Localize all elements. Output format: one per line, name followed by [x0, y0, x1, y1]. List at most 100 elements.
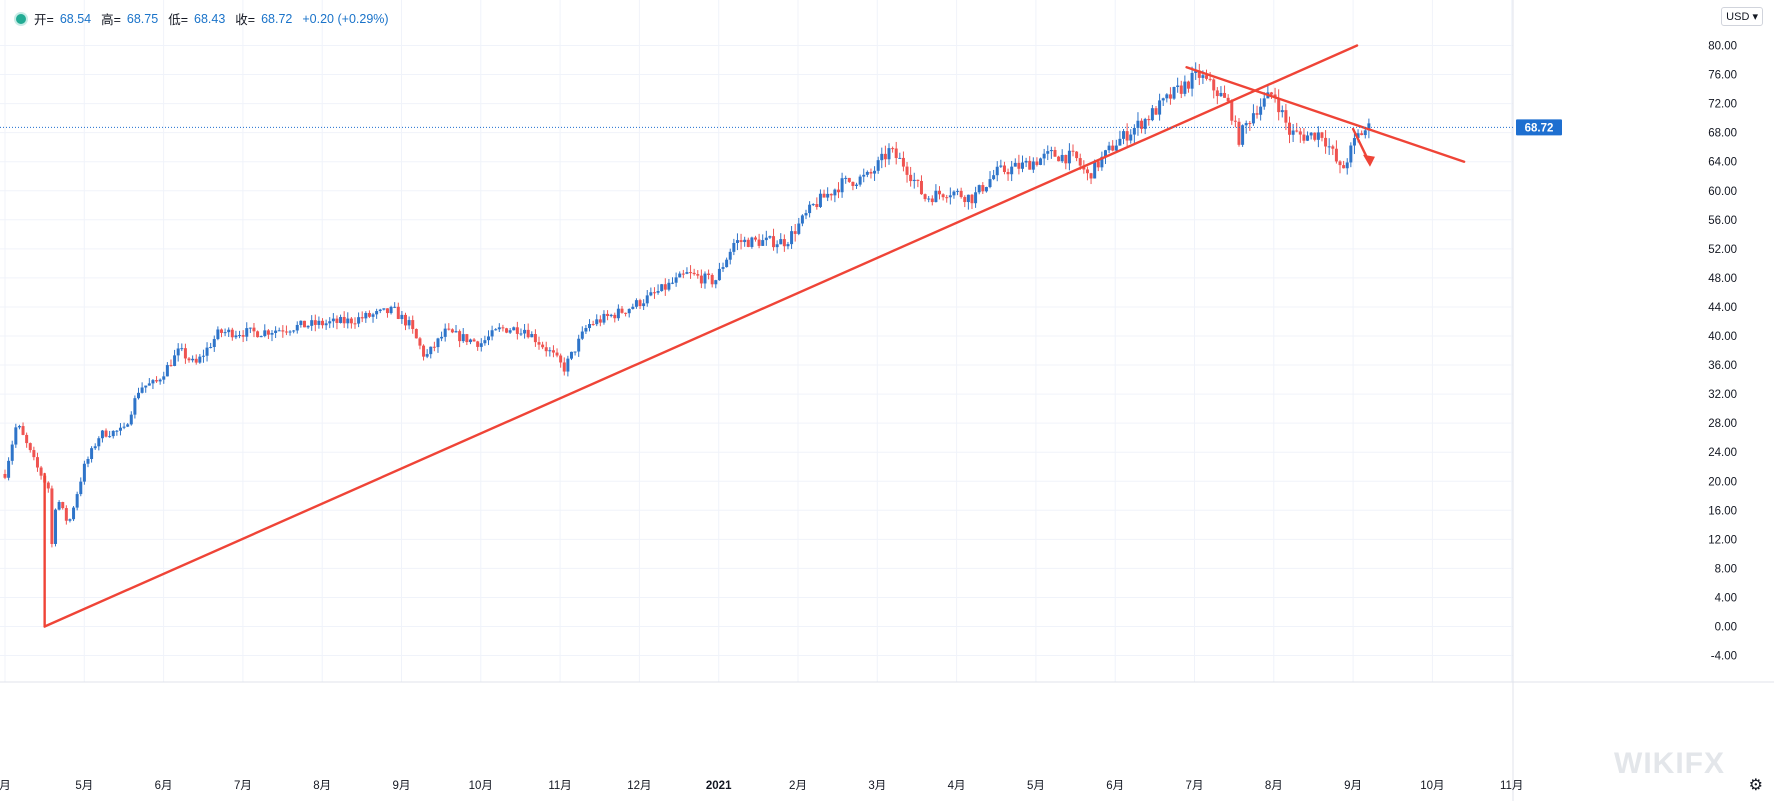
- candle-body: [295, 324, 299, 331]
- candle-body: [183, 348, 187, 359]
- candle-body: [624, 312, 628, 314]
- candle-body: [1129, 134, 1133, 141]
- candle-body: [544, 347, 548, 352]
- candle-body: [995, 166, 999, 176]
- candle-body: [353, 323, 357, 325]
- price-axis[interactable]: 80.00 76.00 72.00 68.00 64.00 60.00 56.00 52.00…: [1512, 0, 1737, 801]
- gear-icon[interactable]: ⚙: [1748, 777, 1763, 794]
- candle-body: [1107, 145, 1111, 151]
- candle-body: [808, 204, 812, 214]
- candle-body: [1215, 90, 1219, 97]
- time-axis[interactable]: 月 5月 6月 7月 8月 9月 10月 11月 12月 2021 2月 3月 4月 5月 6月 7月 8月 9月…: [0, 681, 1774, 792]
- candle-body: [349, 318, 353, 324]
- candle-body: [331, 318, 335, 322]
- candle-body: [28, 443, 32, 451]
- candle-body: [108, 436, 112, 438]
- watermark-logo: WIKIFX: [1614, 747, 1725, 780]
- candle-body: [1078, 158, 1082, 166]
- candle-body: [656, 291, 660, 293]
- candle-body: [732, 242, 736, 252]
- candle-body: [660, 284, 664, 292]
- candle-body: [1039, 158, 1043, 165]
- candle-body: [1031, 161, 1035, 170]
- x-tick-label: 11月: [548, 780, 571, 792]
- y-tick-label: 32.00: [1708, 389, 1737, 401]
- series-status-icon[interactable]: [14, 11, 28, 26]
- candle-body: [530, 334, 534, 338]
- candle-body: [1237, 121, 1241, 145]
- candle-body: [898, 157, 902, 159]
- candle-body: [1298, 131, 1302, 135]
- candle-body: [959, 190, 963, 198]
- x-tick-label: 8月: [1265, 780, 1283, 792]
- candle-body: [328, 321, 332, 324]
- candle-body: [25, 434, 29, 444]
- candle-body: [887, 148, 891, 160]
- candle-body: [454, 331, 458, 333]
- candle-body: [984, 187, 988, 192]
- candle-body: [284, 331, 288, 333]
- arrow-head-icon: [1362, 154, 1375, 167]
- candle-body: [652, 292, 656, 294]
- candle-body: [779, 239, 783, 245]
- candle-body: [728, 251, 732, 260]
- candle-body: [1302, 134, 1306, 141]
- candle-body: [602, 313, 606, 323]
- candle-body: [638, 300, 642, 307]
- currency-dropdown[interactable]: USD ▾: [1721, 7, 1763, 26]
- candle-body: [378, 309, 382, 312]
- candle-body: [425, 354, 429, 357]
- candle-body: [227, 329, 231, 333]
- candle-body: [72, 507, 76, 520]
- candle-body: [468, 339, 472, 343]
- candle-body: [1158, 100, 1162, 115]
- candle-body: [1212, 79, 1216, 91]
- x-tick-label: 10月: [469, 780, 493, 792]
- candle-body: [234, 335, 238, 338]
- candle-body: [144, 385, 148, 388]
- candle-body: [411, 320, 415, 330]
- candle-body: [1006, 171, 1010, 175]
- candle-body: [548, 350, 552, 352]
- candle-body: [699, 275, 703, 284]
- candle-body: [818, 193, 822, 207]
- last-price-tag: [1516, 119, 1562, 136]
- candle-body: [974, 192, 978, 204]
- candle-body: [790, 231, 794, 245]
- y-tick-label: 44.00: [1708, 302, 1737, 314]
- candle-body: [1057, 156, 1061, 162]
- candle-body: [945, 197, 949, 199]
- candle-body: [486, 336, 490, 341]
- candle-body: [836, 189, 840, 193]
- candle-body: [277, 330, 281, 332]
- trendlines: [43, 44, 1466, 628]
- candle-body: [1327, 146, 1331, 148]
- candle-body: [400, 314, 404, 319]
- candle-body: [743, 239, 747, 243]
- candle-body: [894, 148, 898, 159]
- candle-body: [165, 365, 169, 377]
- candle-body: [577, 338, 581, 352]
- candle-body: [851, 181, 855, 186]
- candle-body: [844, 177, 848, 179]
- candle-body: [674, 277, 678, 283]
- y-tick-label: 52.00: [1708, 244, 1737, 256]
- candle-body: [992, 175, 996, 180]
- candle-body: [505, 328, 509, 333]
- candle-body: [883, 153, 887, 160]
- candle-body: [573, 351, 577, 353]
- candle-body: [1186, 81, 1190, 89]
- candle-body: [1306, 135, 1310, 141]
- candle-body: [1136, 120, 1140, 128]
- last-price-label: 68.72: [1525, 122, 1554, 134]
- candle-body: [1114, 145, 1118, 151]
- candle-body: [93, 446, 97, 449]
- candle-body: [750, 237, 754, 247]
- x-tick-label: 3月: [868, 780, 886, 792]
- candle-body: [862, 174, 866, 177]
- candle-body: [1251, 113, 1255, 124]
- candle-body: [1075, 151, 1079, 159]
- y-tick-label: 28.00: [1708, 418, 1737, 430]
- candle-body: [1049, 150, 1053, 152]
